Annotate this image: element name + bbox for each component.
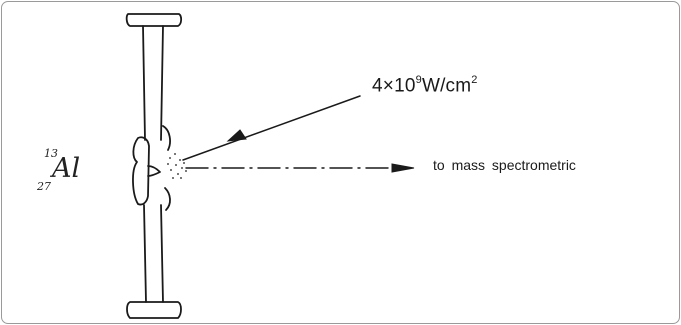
bottom-flange [126,301,182,319]
intensity-unit-exponent: 2 [471,74,478,86]
holder-rod-left [142,25,147,303]
plasma-cloud [167,153,187,179]
target-stub [147,165,161,177]
ion-path-arrow [185,163,415,173]
laser-beam-arrow [182,95,361,161]
intensity-unit: W/cm [421,75,472,97]
intensity-base: 4×10 [372,75,416,97]
plume-lower [164,187,171,211]
plume-upper [162,125,171,151]
target-plate [132,136,150,206]
element-symbol: Al [52,153,81,184]
atomic-number: 13 [44,147,58,160]
holder-rod-right [160,25,164,303]
intensity-exponent: 9 [415,74,422,86]
laser-intensity-label: 4×109W/cm2 [372,74,478,97]
mass-number: 27 [37,180,51,193]
destination-label: to mass spectrometric [433,157,576,173]
top-flange [125,13,183,27]
